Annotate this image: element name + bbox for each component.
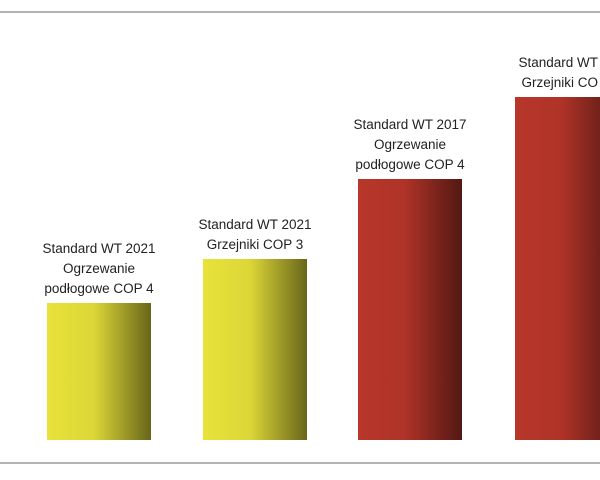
- bar-label: Grzejniki CO: [521, 75, 598, 90]
- bar: [47, 303, 151, 440]
- bar-label: Standard WT: [518, 55, 598, 70]
- bar-label: Standard WT 2017: [353, 117, 466, 132]
- bar-label: Ogrzewanie: [374, 137, 446, 152]
- bar-label: Grzejniki COP 3: [207, 237, 304, 252]
- bar-label: Standard WT 2021: [42, 241, 155, 256]
- bar-label: Ogrzewanie: [63, 261, 135, 276]
- bar: [515, 97, 600, 440]
- bar: [203, 259, 307, 440]
- bar-label: podłogowe COP 4: [44, 281, 154, 296]
- bar-label: podłogowe COP 4: [355, 157, 465, 172]
- bar-label: Standard WT 2021: [198, 217, 311, 232]
- bar: [358, 179, 462, 440]
